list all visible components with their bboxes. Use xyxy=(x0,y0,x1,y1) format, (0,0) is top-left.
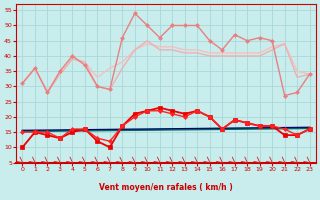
X-axis label: Vent moyen/en rafales ( km/h ): Vent moyen/en rafales ( km/h ) xyxy=(99,183,233,192)
